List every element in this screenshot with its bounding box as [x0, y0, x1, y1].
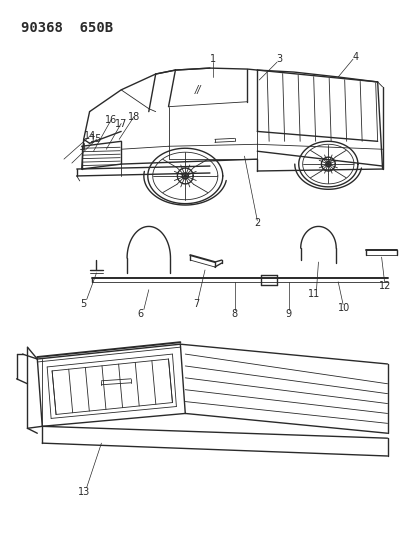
Text: 16: 16 — [105, 115, 117, 125]
Text: 9: 9 — [286, 309, 292, 319]
Text: //: // — [195, 85, 201, 95]
Text: 90368  650B: 90368 650B — [21, 21, 112, 35]
Text: 13: 13 — [77, 487, 90, 497]
Text: 4: 4 — [353, 52, 359, 62]
Text: 5: 5 — [81, 298, 87, 309]
Text: 14: 14 — [84, 131, 96, 141]
Text: 12: 12 — [379, 281, 392, 291]
Text: 10: 10 — [338, 303, 350, 312]
Text: 11: 11 — [309, 289, 321, 298]
Text: 6: 6 — [138, 309, 144, 319]
Text: 1: 1 — [210, 54, 216, 64]
Text: 2: 2 — [254, 219, 260, 229]
Text: 3: 3 — [276, 54, 282, 64]
Text: 17: 17 — [115, 118, 127, 128]
Text: 15: 15 — [90, 134, 103, 144]
Text: 18: 18 — [128, 111, 140, 122]
Text: 7: 7 — [193, 298, 199, 309]
Text: 8: 8 — [232, 309, 238, 319]
